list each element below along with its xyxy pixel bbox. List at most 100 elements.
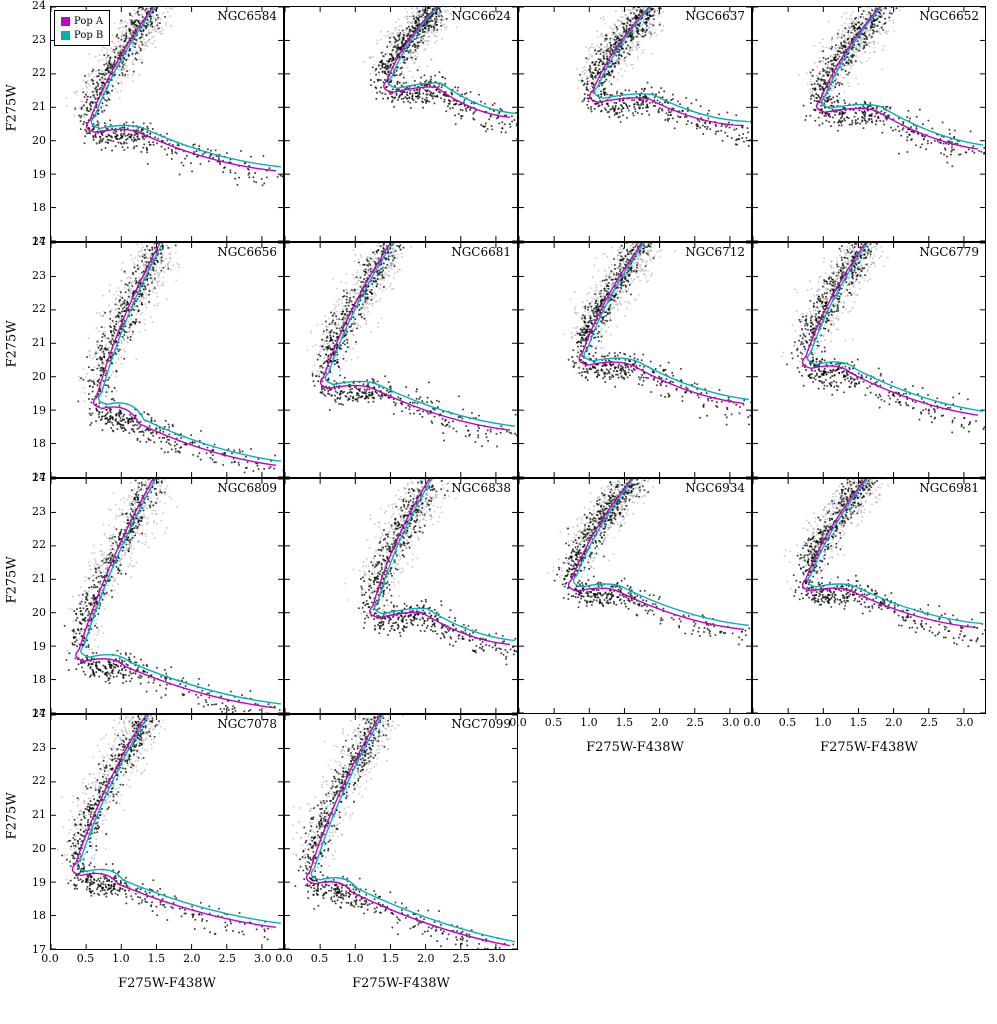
panel-title: NGC6584 [217, 9, 277, 23]
xtick-label: 2.5 [453, 952, 471, 965]
ylabel: F275W [5, 352, 20, 368]
panel-title: NGC6981 [919, 481, 979, 495]
ytick-label: 23 [22, 33, 46, 46]
cmd-plot [51, 479, 283, 713]
isochrone-pop-b [584, 243, 749, 399]
cmd-panel: NGC6981 [752, 478, 986, 714]
xtick-label: 2.5 [921, 716, 939, 729]
xtick-label: 2.5 [687, 716, 705, 729]
cmd-panel: NGC6624 [284, 6, 518, 242]
ytick-label: 19 [22, 876, 46, 889]
cmd-plot [51, 243, 283, 477]
isochrone-pop-b [77, 715, 281, 923]
xtick-label: 0.0 [41, 952, 59, 965]
xtick-label: 1.0 [112, 952, 130, 965]
ylabel: F275W [5, 116, 20, 132]
xtick-label: 1.5 [382, 952, 400, 965]
xtick-label: 2.0 [885, 716, 903, 729]
cmd-panel: NGC6779 [752, 242, 986, 478]
ylabel: F275W [5, 588, 20, 604]
isochrone-pop-a [94, 243, 276, 465]
xlabel: F275W-F438W [814, 740, 924, 755]
legend-label: Pop B [74, 30, 103, 41]
ytick-label: 21 [22, 572, 46, 585]
ytick-label: 20 [22, 134, 46, 147]
panel-title: NGC6712 [685, 245, 745, 259]
ytick-label: 23 [22, 741, 46, 754]
isochrone-pop-b [98, 243, 280, 461]
xtick-label: 0.5 [77, 952, 95, 965]
ytick-label: 20 [22, 842, 46, 855]
cmd-panel: NGC6712 [518, 242, 752, 478]
ytick-label: 18 [22, 437, 46, 450]
cmd-panel: NGC6934 [518, 478, 752, 714]
cmd-panel: NGC6809 [50, 478, 284, 714]
xlabel: F275W-F438W [346, 976, 456, 991]
ytick-label: 22 [22, 538, 46, 551]
xtick-label: 0.5 [545, 716, 563, 729]
cmd-panel: NGC6838 [284, 478, 518, 714]
ytick-label: 19 [22, 168, 46, 181]
ytick-label: 19 [22, 404, 46, 417]
panel-title: NGC7078 [217, 717, 277, 731]
xtick-label: 3.0 [254, 952, 272, 965]
xlabel: F275W-F438W [580, 740, 690, 755]
legend-swatch [61, 31, 70, 40]
cmd-panel: NGC6637 [518, 6, 752, 242]
panel-title: NGC6934 [685, 481, 745, 495]
panel-title: NGC6838 [451, 481, 511, 495]
ytick-label: 20 [22, 606, 46, 619]
ytick-label: 20 [22, 370, 46, 383]
panel-title: NGC6624 [451, 9, 511, 23]
ytick-label: 19 [22, 640, 46, 653]
cmd-plot [519, 7, 751, 241]
cmd-plot [285, 479, 517, 713]
xtick-label: 0.0 [275, 952, 293, 965]
ytick-label: 22 [22, 302, 46, 315]
panel-title: NGC6809 [217, 481, 277, 495]
cmd-panel: NGC7078 [50, 714, 284, 950]
panel-title: NGC6779 [919, 245, 979, 259]
legend-item: Pop A [61, 14, 103, 28]
ytick-label: 23 [22, 505, 46, 518]
isochrone-pop-b [595, 7, 749, 122]
xtick-label: 1.0 [580, 716, 598, 729]
xlabel: F275W-F438W [112, 976, 222, 991]
xtick-label: 0.5 [779, 716, 797, 729]
panel-title: NGC6637 [685, 9, 745, 23]
legend-label: Pop A [74, 16, 103, 27]
xtick-label: 1.0 [814, 716, 832, 729]
panel-title: NGC6681 [451, 245, 511, 259]
ytick-label: 24 [22, 0, 46, 12]
ytick-label: 23 [22, 269, 46, 282]
ytick-label: 18 [22, 201, 46, 214]
ytick-label: 24 [22, 707, 46, 720]
xtick-label: 2.0 [417, 952, 435, 965]
ytick-label: 21 [22, 100, 46, 113]
ytick-label: 24 [22, 235, 46, 248]
ytick-label: 21 [22, 336, 46, 349]
xtick-label: 0.0 [509, 716, 527, 729]
cmd-plot [285, 7, 517, 241]
cmd-panel: NGC6656 [50, 242, 284, 478]
xtick-label: 2.0 [651, 716, 669, 729]
xtick-label: 1.0 [346, 952, 364, 965]
xtick-label: 2.0 [183, 952, 201, 965]
cmd-plot [519, 243, 751, 477]
cmd-plot [753, 479, 985, 713]
ytick-label: 18 [22, 909, 46, 922]
xtick-label: 0.0 [743, 716, 761, 729]
xtick-label: 2.5 [219, 952, 237, 965]
panel-title: NGC6656 [217, 245, 277, 259]
cmd-panel: NGC6652 [752, 6, 986, 242]
ytick-label: 18 [22, 673, 46, 686]
cmd-plot [51, 715, 283, 949]
xtick-label: 1.5 [850, 716, 868, 729]
cmd-plot [285, 715, 517, 949]
ytick-label: 21 [22, 808, 46, 821]
legend-swatch [61, 17, 70, 26]
ytick-label: 22 [22, 66, 46, 79]
cmd-panel-grid: NGC65841718192021222324F275WPop APop BNG… [0, 0, 997, 1024]
legend-item: Pop B [61, 28, 103, 42]
panel-title: NGC7099 [451, 717, 511, 731]
